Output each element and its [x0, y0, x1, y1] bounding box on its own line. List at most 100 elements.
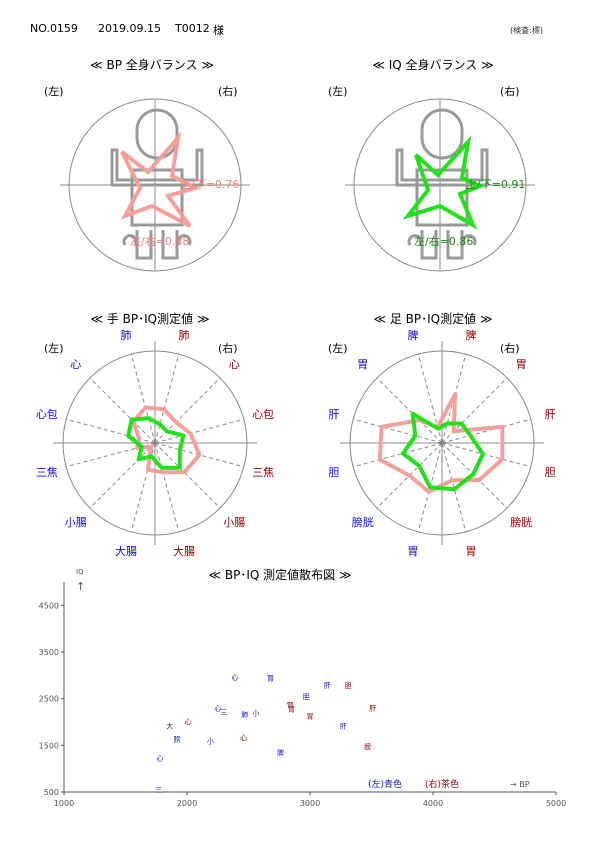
scatter-point: 心	[240, 734, 247, 742]
foot-left-label: (左)	[328, 342, 348, 355]
bp-balance-star	[120, 131, 201, 228]
radar-axis-label: 心	[229, 358, 240, 371]
scatter-point: 膀	[364, 742, 371, 751]
y-axis-label: IQ	[76, 568, 84, 576]
scatter-point: 胆	[345, 682, 352, 690]
foot-chart-title: ≪ 足 BP･IQ測定値 ≫	[373, 312, 493, 326]
scatter-point: 腎	[267, 674, 274, 683]
radar-series-iq	[126, 416, 186, 470]
scatter-point: 胃	[288, 705, 295, 713]
radar-spoke	[89, 442, 156, 509]
iq-balance-star	[402, 135, 486, 230]
scatter-point: 脾	[277, 748, 284, 757]
radar-spoke	[154, 418, 244, 444]
radar-spoke	[441, 442, 531, 468]
iq-lr-ratio: 左/右=0.86	[414, 234, 473, 248]
radar-spoke	[154, 442, 180, 532]
radar-axis-label: 膀胱	[510, 515, 532, 529]
radar-axis-label: 胆	[328, 466, 339, 479]
radar-axis-label: 胃	[357, 358, 368, 371]
iq-balance-right-label: (右)	[500, 85, 520, 98]
inspector-stamp: (検査:標)	[510, 26, 543, 35]
iq-balance-figure	[345, 98, 535, 272]
hand-chart-title: ≪ 手 BP･IQ測定値 ≫	[90, 312, 210, 326]
radar-axis-label: 心包	[36, 408, 58, 421]
radar-axis-label: 三焦	[36, 466, 58, 479]
hand-right-label: (右)	[218, 342, 238, 355]
radar-axis-label: 肝	[328, 408, 339, 421]
honorific: 様	[213, 24, 224, 37]
radar-axis-label: 胃	[408, 545, 419, 558]
record-date: 2019.09.15	[98, 22, 161, 35]
radar-axis-label: 肺	[178, 329, 189, 342]
radar-series-bp	[131, 405, 202, 475]
scatter-point: 心	[185, 718, 192, 726]
radar-axis-label: 肺	[121, 329, 132, 342]
scatter-title: ≪ BP･IQ 測定値散布図 ≫	[208, 568, 352, 582]
legend-right: (右)茶色	[425, 778, 459, 790]
radar-spoke	[376, 377, 443, 444]
bp-lr-ratio: 左/右=0.88	[130, 234, 189, 248]
iq-ud-ratio: 上/下=0.91	[466, 178, 525, 191]
radar-series-iq	[400, 411, 485, 492]
scatter-point: 肝	[369, 705, 376, 713]
y-tick-label: 4500	[39, 601, 59, 610]
patient-id: T0012	[175, 22, 210, 35]
scatter-chart: 1000 2000 3000 4000 5000 500 1500 2500 3500 4500 I…	[39, 568, 567, 808]
scatter-point: 三	[220, 709, 227, 717]
scatter-point: 心	[231, 673, 238, 681]
scatter-point: 胆	[303, 693, 310, 701]
radar-spoke	[89, 377, 156, 444]
scatter-point: 腎	[287, 700, 294, 709]
record-number: NO.0159	[30, 22, 78, 35]
radar-spoke	[130, 354, 156, 444]
scatter-point: 小	[207, 737, 214, 746]
radar-axis-label: 胆	[545, 466, 556, 479]
scatter-point: 肝	[340, 722, 347, 730]
scatter-point: 胃	[307, 712, 314, 720]
y-tick-label: 1500	[39, 741, 59, 750]
x-tick-label: 3000	[300, 799, 320, 808]
radar-spoke	[154, 354, 180, 444]
scatter-point: 心	[214, 705, 221, 713]
radar-spoke	[66, 418, 156, 444]
scatter-point: 大	[166, 722, 173, 731]
scatter-point: 膀	[174, 734, 181, 743]
legend-left: (左)青色	[368, 778, 402, 790]
foot-right-label: (右)	[500, 342, 520, 355]
y-axis-arrow: ↑	[76, 580, 85, 593]
radar-axis-label: 大腸	[173, 544, 195, 558]
radar-series-bp	[377, 392, 505, 494]
bp-balance-figure	[60, 98, 250, 272]
scatter-point: 心	[156, 754, 163, 762]
y-tick-label: 500	[44, 788, 59, 797]
bp-ud-ratio: 上/下=0.76	[180, 178, 239, 191]
radar-axis-label: 胃	[465, 545, 476, 558]
bp-balance-right-label: (右)	[218, 85, 238, 98]
radar-spoke	[353, 442, 443, 468]
y-tick-label: 3500	[39, 648, 59, 657]
radar-axis-label: 心包	[252, 408, 274, 421]
bp-balance-left-label: (左)	[44, 85, 64, 98]
radar-axis-label: 小腸	[223, 516, 245, 529]
scatter-point: 肺	[241, 711, 248, 719]
radar-axis-label: 胃	[516, 358, 527, 371]
iq-balance-title: ≪ IQ 全身バランス ≫	[372, 58, 494, 72]
hand-left-label: (左)	[44, 342, 64, 355]
iq-balance-left-label: (左)	[328, 85, 348, 98]
radar-axis-label: 三焦	[252, 466, 274, 479]
x-tick-label: 5000	[546, 799, 566, 808]
radar-axis-label: 脾	[465, 328, 476, 342]
radar-spoke	[353, 418, 443, 444]
x-axis-label: → BP	[510, 780, 530, 789]
radar-axis-label: 大腸	[115, 544, 137, 558]
x-tick-label: 1000	[54, 799, 74, 808]
radar-spoke	[441, 377, 508, 444]
radar-axis-label: 心	[70, 358, 81, 371]
scatter-point: 三	[155, 786, 162, 794]
x-tick-label: 4000	[423, 799, 443, 808]
y-tick-label: 2500	[39, 695, 59, 704]
